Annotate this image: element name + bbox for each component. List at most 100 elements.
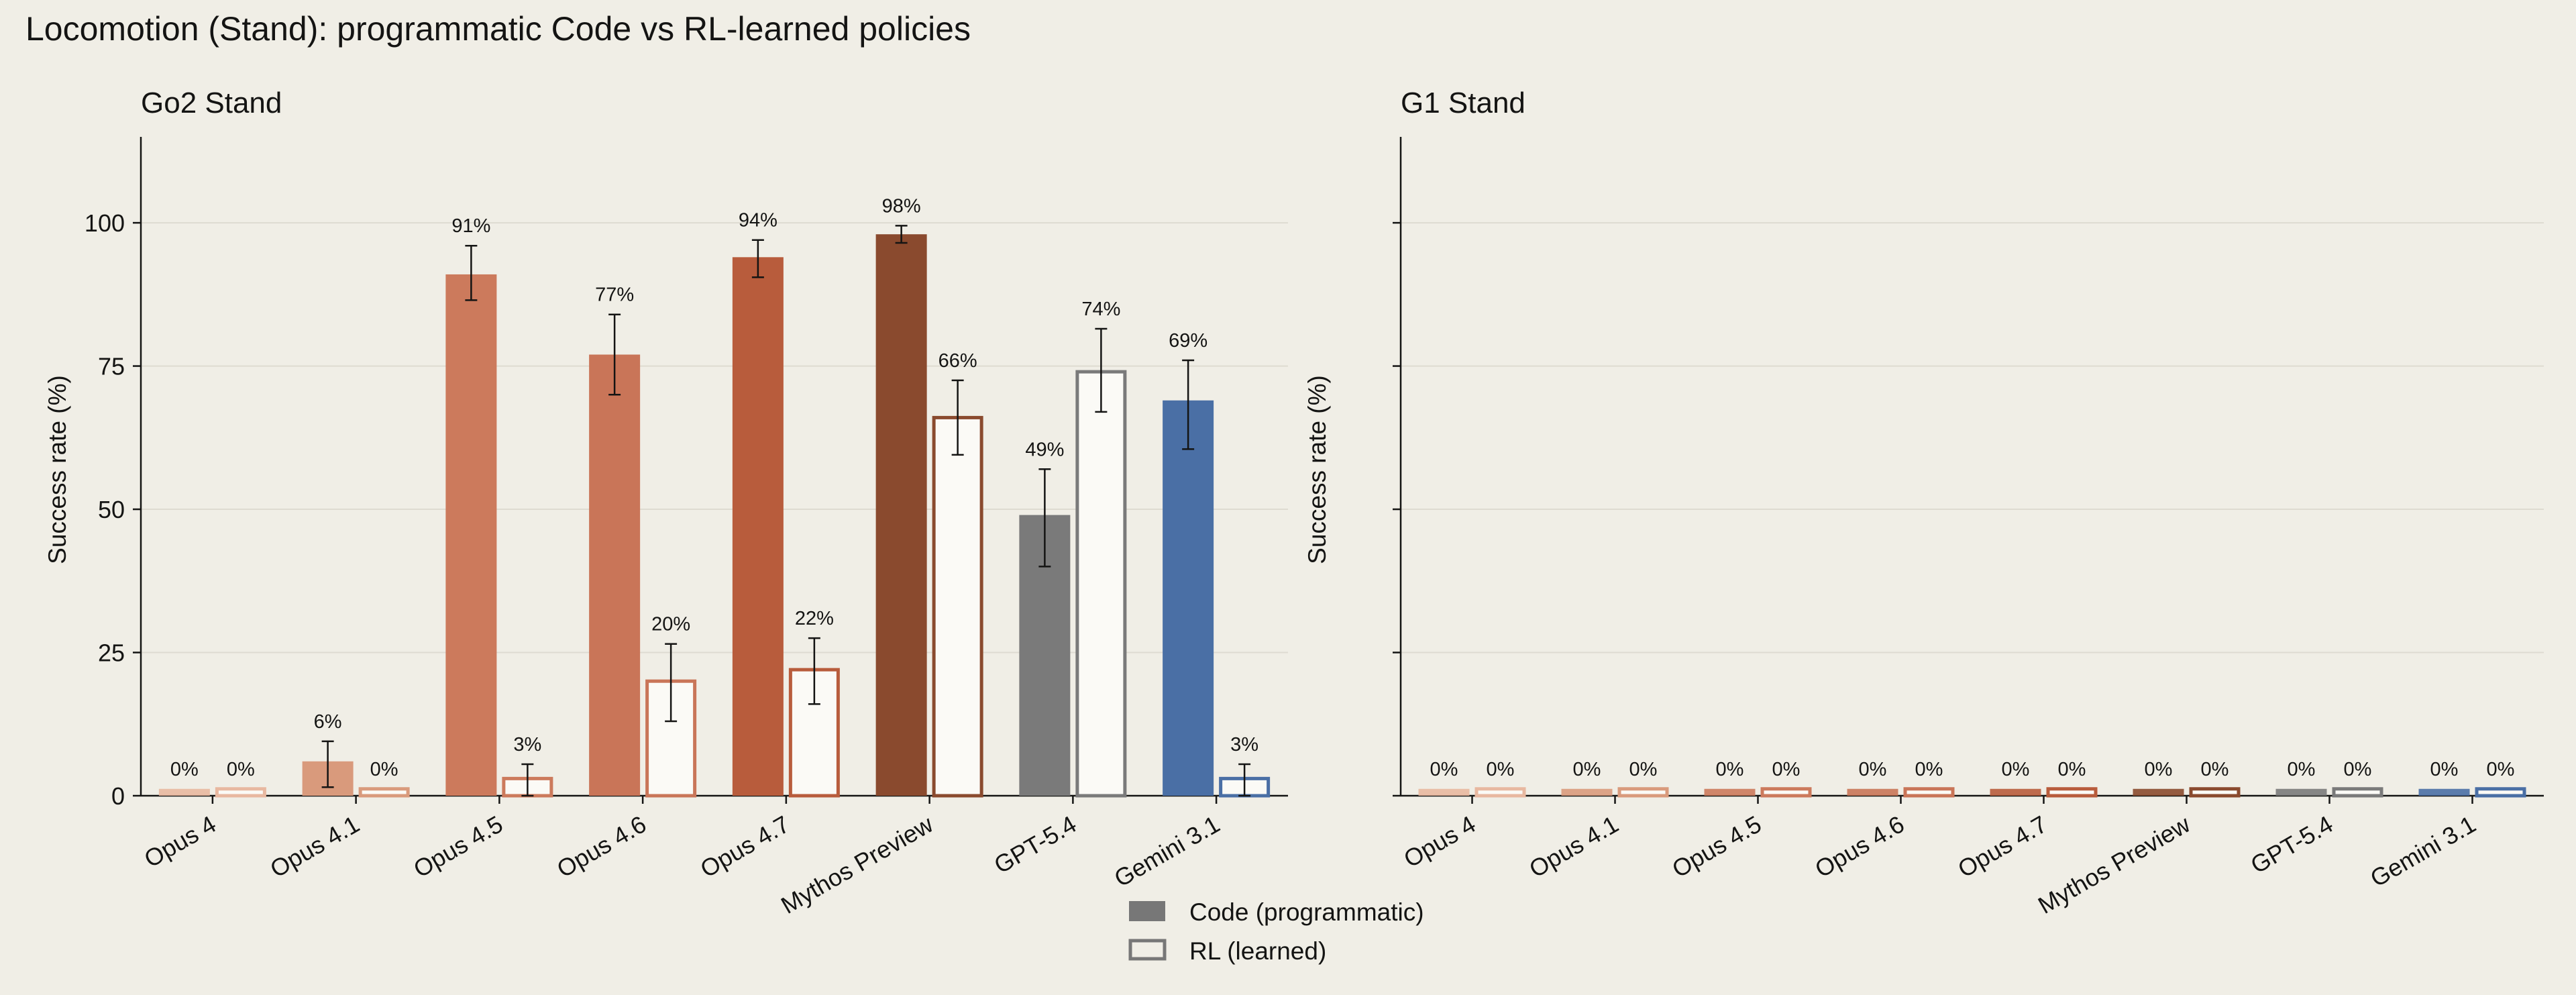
y-tick-label: 50 [98, 496, 125, 523]
y-tick-label: 0 [111, 782, 125, 810]
data-label: 0% [2288, 759, 2316, 780]
error-bar [808, 637, 820, 705]
bar-code [158, 788, 210, 796]
chart-panel-1: 0 25 50 75 100 Success rate (%) Go2 Stand 0% 0% O… [44, 87, 1288, 919]
data-label: 0% [1629, 759, 1658, 780]
data-label: 3% [513, 734, 541, 755]
data-label: 0% [370, 759, 398, 780]
bar-rl [2332, 787, 2383, 798]
x-tick-label: Gemini 3.1 [1110, 810, 1224, 892]
data-label: 77% [595, 284, 634, 306]
x-tick-label: Opus 4.5 [1667, 810, 1766, 883]
bar-code [2133, 788, 2184, 796]
x-tick-label: Gemini 3.1 [2365, 810, 2480, 892]
data-label: 0% [2145, 759, 2173, 780]
error-bar [521, 763, 534, 797]
data-label: 20% [651, 614, 690, 635]
data-label: 0% [1915, 759, 1943, 780]
error-bar [751, 239, 764, 278]
bar-rl [932, 415, 983, 798]
x-tick-label: Mythos Preview [2033, 810, 2195, 919]
bar-code [875, 234, 927, 796]
bar-code [1847, 788, 1898, 796]
data-label: 6% [314, 711, 342, 733]
x-tick-label: Opus 4 [140, 810, 221, 873]
data-label: 94% [739, 210, 777, 231]
legend-rl-label: RL (learned) [1189, 937, 1326, 965]
error-bar [1038, 468, 1051, 568]
error-bar [321, 740, 334, 788]
data-label: 0% [2487, 759, 2515, 780]
x-tick-label: Opus 4.6 [552, 810, 651, 883]
figure-title: Locomotion (Stand): programmatic Code vs… [25, 10, 971, 48]
bar-code [2275, 788, 2327, 796]
data-label: 0% [170, 759, 199, 780]
data-label: 69% [1169, 330, 1208, 352]
panel-title: G1 Stand [1401, 87, 1525, 119]
bar-rl [1617, 787, 1669, 798]
data-label: 0% [1487, 759, 1515, 780]
y-tick-label: 100 [85, 209, 125, 237]
x-tick-label: Opus 4.1 [266, 810, 364, 883]
bar-rl [215, 787, 266, 798]
legend-code-label: Code (programmatic) [1189, 898, 1424, 926]
bar-code [1163, 400, 1214, 796]
x-tick-label: Opus 4.1 [1524, 810, 1623, 883]
data-label: 91% [451, 215, 490, 237]
bar-code [1990, 788, 2041, 796]
data-label: 66% [938, 350, 977, 372]
x-tick-label: Opus 4.5 [409, 810, 507, 883]
bar-rl [2475, 787, 2526, 798]
bar-code [2418, 788, 2470, 796]
y-tick-label: 75 [98, 353, 125, 380]
x-tick-label: GPT-5.4 [989, 810, 1081, 879]
data-label: 49% [1025, 439, 1064, 460]
data-label: 0% [1859, 759, 1887, 780]
bar-rl [358, 787, 410, 798]
bar-rl [1474, 787, 1526, 798]
data-label: 0% [2058, 759, 2086, 780]
x-tick-label: Opus 4.6 [1810, 810, 1909, 883]
x-tick-label: GPT-5.4 [2246, 810, 2338, 879]
bar-code [589, 354, 641, 796]
data-label: 0% [1573, 759, 1601, 780]
data-label: 3% [1230, 734, 1258, 755]
bar-code [445, 274, 497, 796]
error-bar [951, 379, 964, 456]
bar-rl [1075, 370, 1127, 798]
data-label: 0% [1430, 759, 1458, 780]
error-bar [1238, 763, 1251, 797]
x-tick-label: Opus 4.7 [696, 810, 794, 883]
error-bar [1182, 359, 1195, 450]
data-label: 74% [1081, 299, 1120, 320]
legend-rl-swatch [1128, 939, 1167, 961]
panel-title: Go2 Stand [141, 87, 282, 119]
error-bar [895, 225, 908, 244]
bar-code [732, 257, 784, 796]
y-axis-label: Success rate (%) [44, 375, 71, 564]
x-tick-label: Mythos Preview [776, 810, 938, 919]
legend-code-swatch [1129, 901, 1165, 921]
data-label: 0% [227, 759, 255, 780]
chart-panel-2: Success rate (%) G1 Stand 0% 0% Opus 4 0% 0% Op… [1303, 87, 2544, 919]
data-label: 98% [882, 195, 921, 217]
x-tick-label: Opus 4.7 [1953, 810, 2051, 883]
data-label: 0% [1772, 759, 1801, 780]
x-tick-label: Opus 4 [1399, 810, 1480, 873]
bar-rl [1903, 787, 1955, 798]
error-bar [608, 313, 621, 396]
data-label: 0% [2201, 759, 2229, 780]
data-label: 22% [795, 608, 834, 629]
bar-rl [2189, 787, 2241, 798]
data-label: 0% [2344, 759, 2372, 780]
bar-code [1418, 788, 1470, 796]
data-label: 0% [2002, 759, 2030, 780]
legend: Code (programmatic) RL (learned) [1128, 898, 1424, 965]
bar-rl [1760, 787, 1812, 798]
error-bar [465, 244, 478, 301]
y-axis-label: Success rate (%) [1303, 375, 1331, 564]
error-bar [1095, 327, 1108, 413]
bar-code [1561, 788, 1613, 796]
data-label: 0% [1716, 759, 1744, 780]
